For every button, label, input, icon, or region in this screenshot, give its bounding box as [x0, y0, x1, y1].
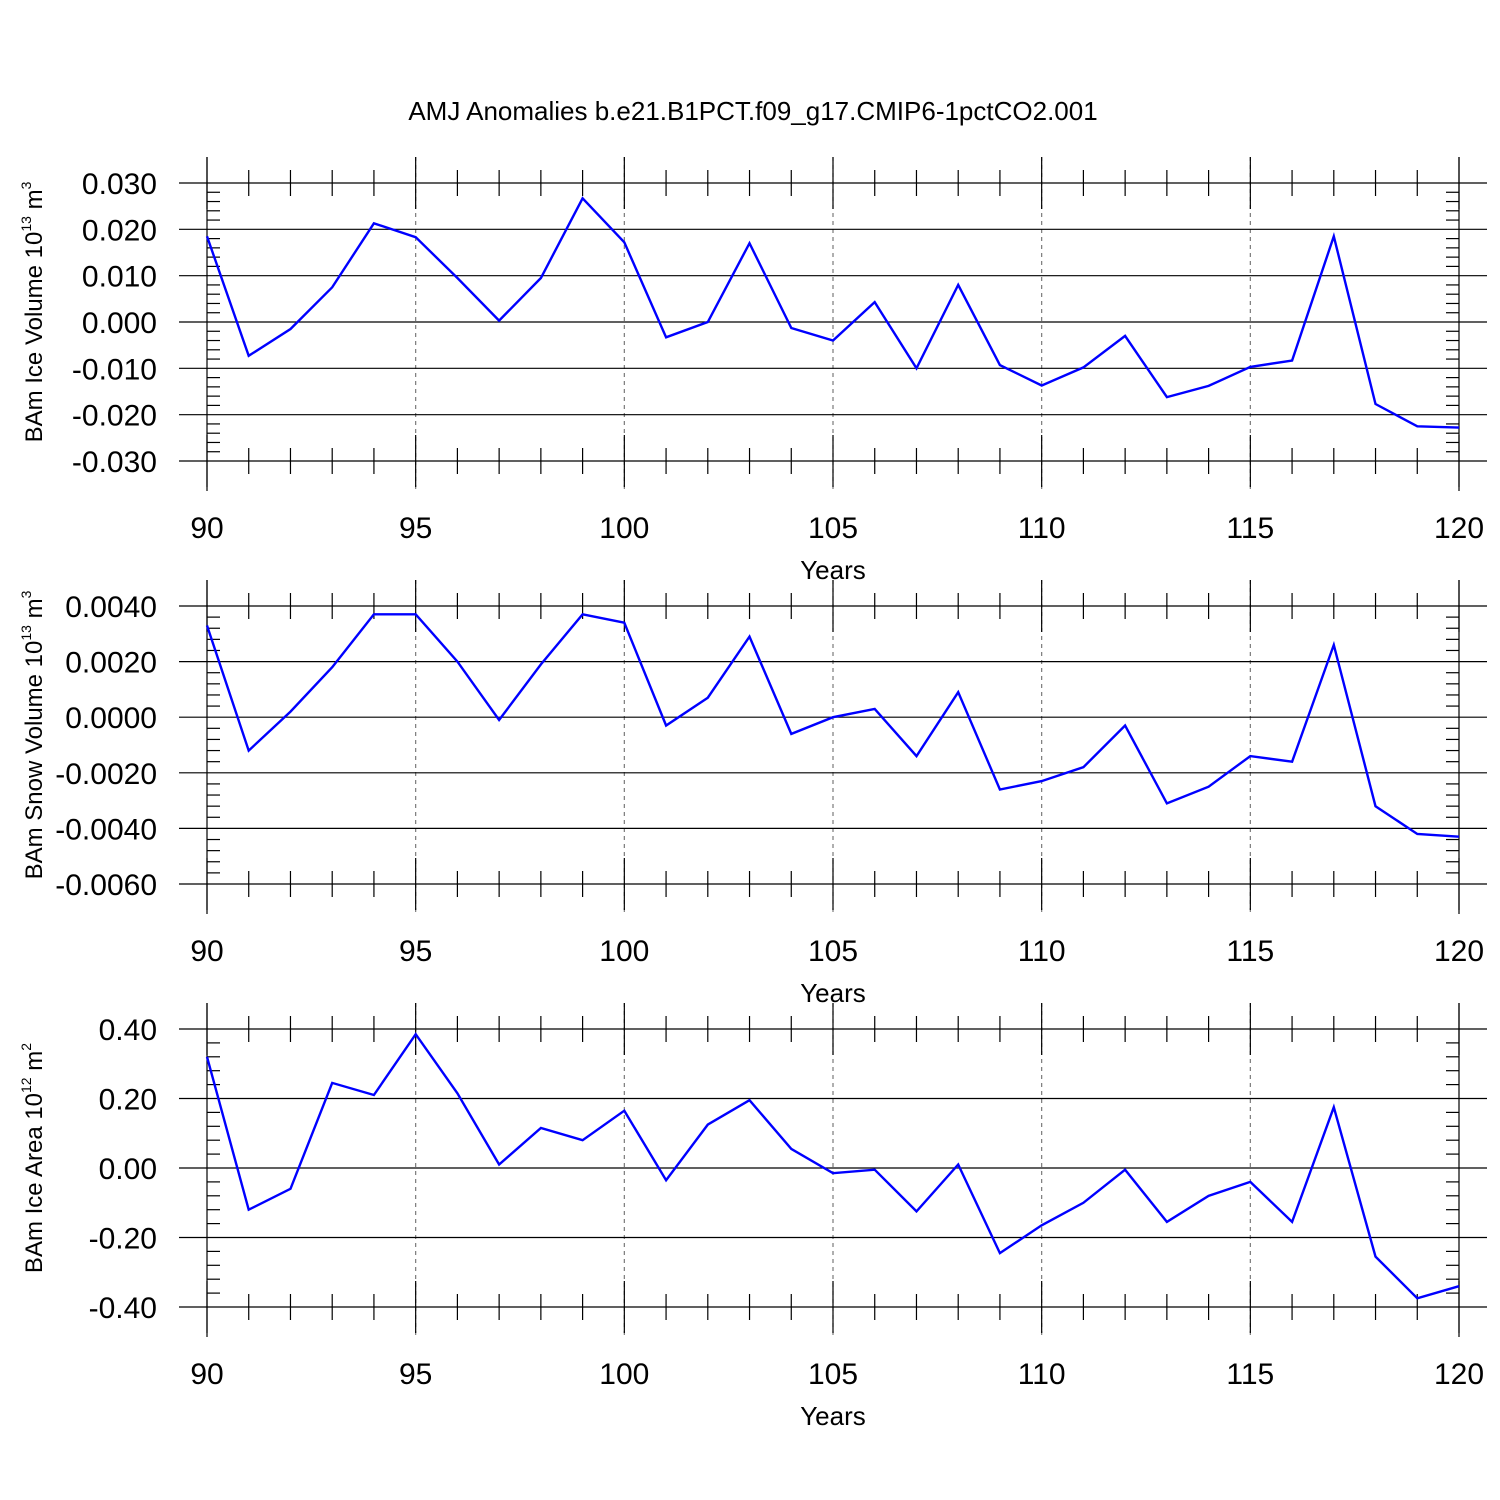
x-tick-label: 95	[399, 935, 432, 968]
x-tick-label: 100	[599, 512, 649, 545]
y-tick-label: -0.40	[89, 1292, 157, 1325]
x-tick-label: 105	[808, 512, 858, 545]
y-tick-label: 0.0000	[65, 702, 157, 735]
y-tick-label: -0.010	[72, 353, 157, 386]
x-tick-label: 90	[190, 512, 223, 545]
x-tick-label: 120	[1434, 935, 1484, 968]
x-tick-label: 120	[1434, 1358, 1484, 1391]
panel-3: 0.40 0.20 0.00 -0.20 -0.40 90 95 100 105 110 115 12…	[18, 1003, 1487, 1431]
figure-title: AMJ Anomalies b.e21.B1PCT.f09_g17.CMIP6-…	[408, 96, 1097, 126]
y-tick-label: 0.030	[82, 168, 157, 201]
x-tick-label: 105	[808, 1358, 858, 1391]
x-tick-label: 105	[808, 935, 858, 968]
y-tick-label: 0.020	[82, 214, 157, 247]
y-axis-label: BAm Snow Volume 1013 m3	[18, 590, 48, 879]
panel-1: 0.030 0.020 0.010 0.000 -0.010 -0.020 -0.030 90…	[18, 157, 1487, 585]
x-tick-label: 120	[1434, 512, 1484, 545]
y-tick-label: -0.020	[72, 400, 157, 433]
y-tick-label: 0.010	[82, 261, 157, 294]
x-tick-label: 110	[1018, 512, 1066, 545]
y-axis-label: BAm Ice Area 1012 m2	[18, 1043, 48, 1273]
series-line	[205, 1032, 1460, 1300]
x-tick-label: 90	[190, 1358, 223, 1391]
y-tick-label: 0.0020	[65, 647, 157, 680]
x-tick-label: 90	[190, 935, 223, 968]
panels: 0.030 0.020 0.010 0.000 -0.010 -0.020 -0.030 90…	[18, 157, 1487, 1431]
y-tick-label: -0.0040	[55, 813, 157, 846]
panel-2: 0.0040 0.0020 0.0000 -0.0020 -0.0040 -0.0060 9…	[18, 580, 1487, 1008]
y-axis-label: BAm Ice Volume 1013 m3	[18, 181, 48, 442]
y-tick-label: 0.000	[82, 307, 157, 340]
x-tick-label: 100	[599, 935, 649, 968]
y-tick-label: -0.030	[72, 446, 157, 479]
x-tick-label: 110	[1018, 1358, 1066, 1391]
x-tick-label: 100	[599, 1358, 649, 1391]
x-tick-label: 115	[1226, 935, 1274, 968]
y-tick-label: 0.0040	[65, 591, 157, 624]
y-tick-label: -0.20	[89, 1223, 157, 1256]
y-tick-label: 0.20	[99, 1084, 157, 1117]
x-axis-label: Years	[800, 1401, 866, 1431]
y-tick-label: 0.40	[99, 1014, 157, 1047]
y-tick-label: 0.00	[99, 1153, 157, 1186]
series-line	[205, 196, 1460, 429]
y-tick-label: -0.0020	[55, 758, 157, 791]
x-tick-label: 115	[1226, 1358, 1274, 1391]
x-tick-label: 115	[1226, 512, 1274, 545]
x-tick-label: 110	[1018, 935, 1066, 968]
x-tick-label: 95	[399, 1358, 432, 1391]
y-tick-label: -0.0060	[55, 869, 157, 902]
x-tick-label: 95	[399, 512, 432, 545]
